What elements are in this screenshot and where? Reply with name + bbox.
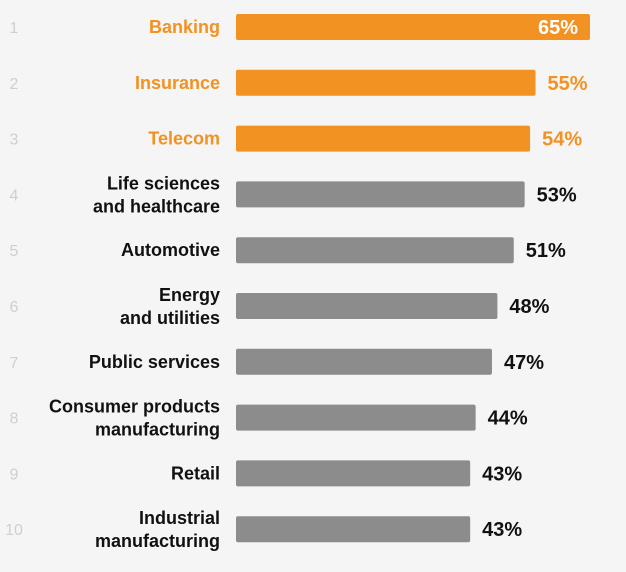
rank-label: 1 [10,20,19,37]
category-label-line: manufacturing [95,531,220,551]
category-label-line: and healthcare [93,196,220,216]
category-label: Public services [89,352,220,372]
bar [236,293,498,319]
value-label: 55% [548,73,588,95]
rank-label: 7 [10,355,19,372]
value-label: 43% [482,519,522,541]
category-label: Telecom [148,129,220,149]
rank-label: 10 [5,522,23,539]
rank-label: 5 [10,243,19,260]
value-label: 51% [526,240,566,262]
category-label: Energy and utilities [120,285,220,328]
rank-label: 6 [10,299,19,316]
bar [236,460,471,487]
bar [236,181,525,208]
bar [236,348,492,375]
value-label: 44% [488,408,528,430]
rank-label: 8 [10,411,19,428]
bar [236,69,536,96]
category-label: Consumer products manufacturing [49,397,220,440]
category-label: Life sciences and healthcare [93,173,220,216]
value-label: 54% [542,129,582,151]
rank-label: 9 [10,466,19,483]
bar [236,125,531,152]
category-label: Industrial manufacturing [95,508,220,551]
value-label: 48% [509,296,549,318]
category-label-line: Industrial [139,508,220,528]
bar [236,14,590,40]
category-label-line: Consumer products [49,397,220,417]
bar [236,237,514,264]
rank-label: 4 [10,187,19,204]
category-label: Retail [171,463,220,483]
value-label: 47% [504,352,544,374]
category-label: Automotive [121,240,220,260]
category-label-line: Life sciences [107,173,220,193]
rank-label: 3 [10,132,19,149]
bar [236,404,476,431]
value-label: 53% [537,184,577,206]
category-label-line: manufacturing [95,420,220,440]
value-label: 43% [482,463,522,485]
rank-label: 2 [10,76,19,93]
value-label: 65% [538,17,578,39]
category-label-line: and utilities [120,308,220,328]
category-label: Insurance [135,73,220,93]
bar [236,516,471,543]
category-label: Banking [149,17,220,37]
category-label-line: Energy [159,285,220,305]
